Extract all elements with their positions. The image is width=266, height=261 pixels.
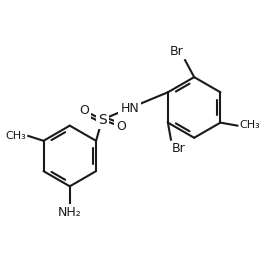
Text: CH₃: CH₃ <box>5 131 26 141</box>
Text: NH₂: NH₂ <box>58 206 82 219</box>
Text: S: S <box>98 112 106 127</box>
Text: CH₃: CH₃ <box>240 120 261 130</box>
Text: HN: HN <box>120 102 139 115</box>
Text: Br: Br <box>169 45 183 58</box>
Text: O: O <box>79 104 89 117</box>
Text: Br: Br <box>172 142 185 155</box>
Text: O: O <box>117 120 126 133</box>
